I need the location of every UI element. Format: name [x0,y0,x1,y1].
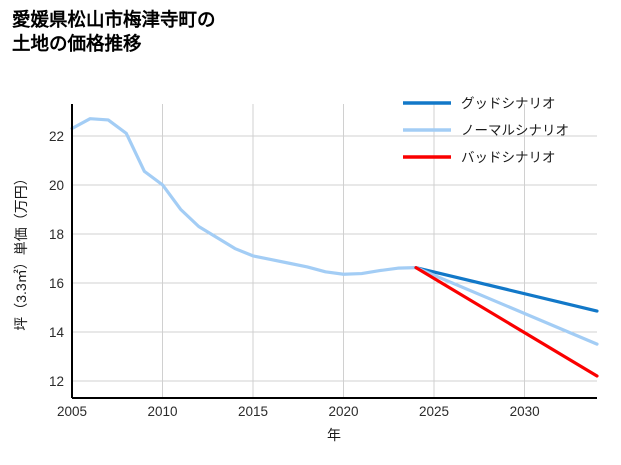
y-tick-label: 12 [49,374,64,389]
series-line [414,266,599,378]
x-axis-title: 年 [327,427,341,443]
page-title: 愛媛県松山市梅津寺町の 土地の価格推移 [12,9,216,54]
y-tick-label: 22 [49,129,64,144]
series-line [70,117,418,276]
axis-lines-group [70,104,597,400]
y-tick-label: 14 [49,325,65,340]
x-tick-label: 2005 [57,404,87,419]
series-group [70,117,599,378]
series-line [414,266,599,313]
y-tick-label: 18 [49,227,64,242]
legend-label: バッドシナリオ [461,150,556,165]
x-tick-labels-group: 2005 2010 2015 2020 2025 2030 [57,404,540,419]
legend-label: グッドシナリオ [461,96,556,111]
y-axis-title: 坪（3.3㎡）単価（万円） [13,171,29,330]
y-tick-label: 20 [49,178,64,193]
y-tick-label: 16 [49,276,64,291]
x-tick-label: 2030 [510,404,540,419]
x-tick-label: 2020 [329,404,359,419]
x-tick-label: 2025 [419,404,449,419]
y-tick-labels-group: 12 14 16 18 20 22 [49,129,65,389]
x-tick-label: 2015 [238,404,268,419]
gridlines-group [71,104,597,398]
legend-label: ノーマルシナリオ [461,123,569,138]
x-tick-label: 2010 [147,404,177,419]
series-line [414,266,599,346]
